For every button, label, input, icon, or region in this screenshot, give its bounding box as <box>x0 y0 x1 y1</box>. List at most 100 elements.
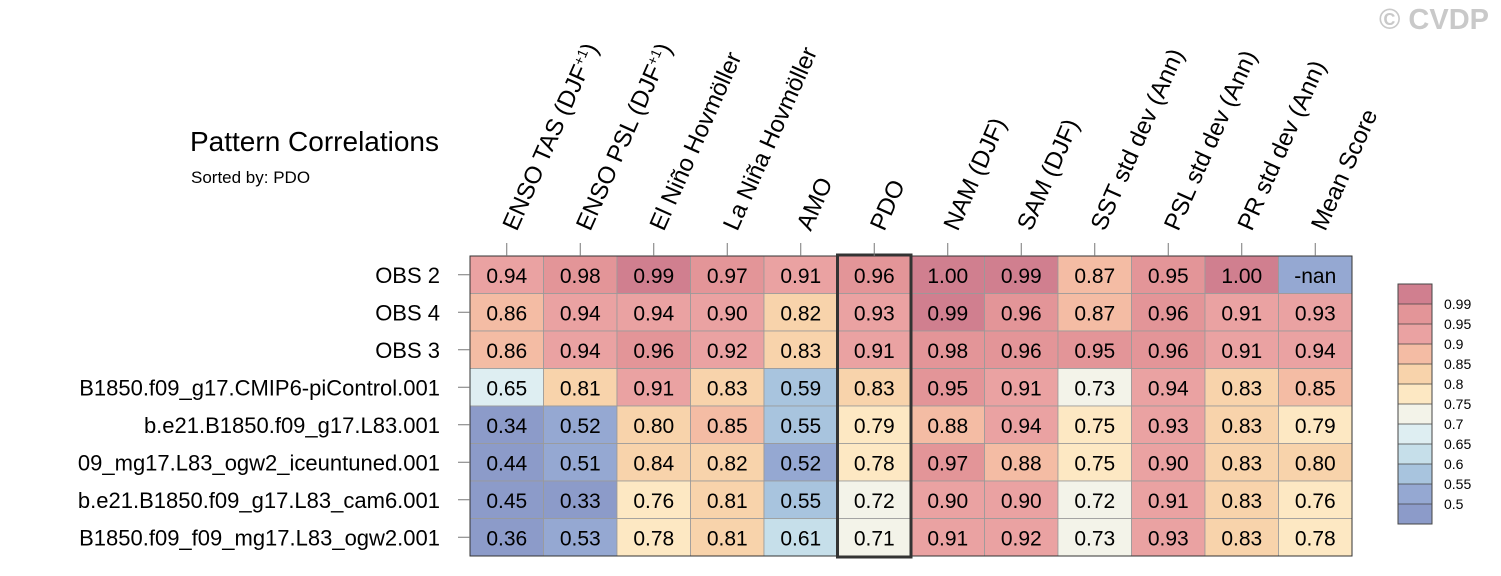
heatmap-cell <box>837 293 912 332</box>
heatmap-cell <box>1278 330 1353 369</box>
colorbar-label: 0.7 <box>1444 416 1464 432</box>
cell-value-label: 0.91 <box>633 377 674 400</box>
heatmap-cell <box>984 255 1059 294</box>
cell-value-label: 0.91 <box>1221 302 1262 325</box>
cell-value-label: 0.79 <box>1295 415 1336 438</box>
cell-value-label: 0.78 <box>1295 527 1336 550</box>
cell-value-label: 0.91 <box>780 265 821 288</box>
heatmap-cell <box>763 368 838 407</box>
row-label: OBS 4 <box>375 300 440 325</box>
colorbar-label: 0.8 <box>1444 376 1464 392</box>
row-label: b.e21.B1850.f09_g17.L83.001 <box>144 413 440 438</box>
cell-value-label: 0.78 <box>633 527 674 550</box>
heatmap-cell <box>616 368 691 407</box>
heatmap-cell <box>469 330 544 369</box>
cell-value-label: 0.87 <box>1074 265 1115 288</box>
heatmap-cell <box>910 293 985 332</box>
row-label: OBS 2 <box>375 263 440 288</box>
heatmap-cell <box>543 480 618 519</box>
heatmap-cell <box>910 368 985 407</box>
colorbar-swatch <box>1398 324 1432 344</box>
cell-value-label: 0.71 <box>854 527 895 550</box>
heatmap-cell <box>1057 330 1132 369</box>
cell-value-label: 0.45 <box>486 490 527 513</box>
cell-value-label: 0.95 <box>1148 265 1189 288</box>
row-label: 09_mg17.L83_ogw2_iceuntuned.001 <box>78 450 440 475</box>
column-label: AMO <box>792 174 839 235</box>
cell-value-label: 0.99 <box>633 265 674 288</box>
cell-value-label: 0.96 <box>1148 340 1189 363</box>
cell-value-label: 1.00 <box>927 265 968 288</box>
heatmap-cell <box>1131 480 1206 519</box>
cell-value-label: 0.83 <box>1221 452 1262 475</box>
cell-value-label: 0.79 <box>854 415 895 438</box>
heatmap-cell <box>690 518 765 557</box>
colorbar-swatch <box>1398 364 1432 384</box>
cell-value-label: 0.93 <box>854 302 895 325</box>
cell-value-label: 0.83 <box>1221 415 1262 438</box>
heatmap-cell <box>837 443 912 482</box>
heatmap-cell <box>1278 405 1353 444</box>
cell-value-label: 0.61 <box>780 527 821 550</box>
colorbar-swatch <box>1398 304 1432 324</box>
cell-value-label: 0.75 <box>1074 415 1115 438</box>
colorbar-label: 0.99 <box>1444 296 1471 312</box>
cell-value-label: 0.83 <box>854 377 895 400</box>
cell-value-label: 0.85 <box>1295 377 1336 400</box>
colorbar-label: 0.65 <box>1444 436 1471 452</box>
cell-value-label: 0.96 <box>1001 340 1042 363</box>
heatmap-cell <box>1204 480 1279 519</box>
cell-value-label: 0.96 <box>1148 302 1189 325</box>
chart-title: Pattern Correlations <box>190 126 440 157</box>
heatmap-cell <box>763 443 838 482</box>
heatmap-cell <box>690 405 765 444</box>
cell-value-label: 0.75 <box>1074 452 1115 475</box>
cell-value-label: 0.95 <box>927 377 968 400</box>
cell-value-label: 0.94 <box>1295 340 1336 363</box>
cell-value-label: 0.53 <box>560 527 601 550</box>
cell-value-label: 0.91 <box>854 340 895 363</box>
cell-value-label: 0.94 <box>1148 377 1189 400</box>
heatmap-cell <box>1057 518 1132 557</box>
colorbar-swatch <box>1398 484 1432 504</box>
cell-value-label: 0.52 <box>560 415 601 438</box>
cell-value-label: 0.90 <box>1001 490 1042 513</box>
cell-value-label: 0.34 <box>486 415 527 438</box>
cell-value-label: 0.72 <box>854 490 895 513</box>
heatmap-cell <box>543 443 618 482</box>
cell-value-label: 0.80 <box>1295 452 1336 475</box>
cell-value-label: 0.80 <box>633 415 674 438</box>
cell-value-label: 0.97 <box>707 265 748 288</box>
heatmap-cell <box>1204 368 1279 407</box>
colorbar-swatch <box>1398 424 1432 444</box>
heatmap-cell <box>1131 518 1206 557</box>
heatmap-cell <box>1057 443 1132 482</box>
colorbar-label: 0.85 <box>1444 356 1471 372</box>
heatmap-cell <box>984 405 1059 444</box>
cell-value-label: 0.81 <box>707 527 748 550</box>
cell-value-label: 0.82 <box>707 452 748 475</box>
heatmap-cell <box>690 330 765 369</box>
heatmap-cell <box>690 443 765 482</box>
cell-value-label: 0.98 <box>927 340 968 363</box>
colorbar-label: 0.6 <box>1444 456 1464 472</box>
cell-value-label: 0.91 <box>1221 340 1262 363</box>
column-label: SAM (DJF) <box>1012 115 1085 234</box>
colorbar-swatch <box>1398 344 1432 364</box>
heatmap-cell <box>1131 405 1206 444</box>
cell-value-label: 0.33 <box>560 490 601 513</box>
cell-value-label: 0.93 <box>1148 527 1189 550</box>
cell-value-label: 0.83 <box>707 377 748 400</box>
row-label: B1850.f09_g17.CMIP6-piControl.001 <box>79 375 440 400</box>
cell-value-label: 0.94 <box>1001 415 1042 438</box>
cell-value-label: 0.44 <box>486 452 527 475</box>
cell-value-label: 0.90 <box>927 490 968 513</box>
cell-value-label: 0.90 <box>1148 452 1189 475</box>
heatmap-cell <box>469 293 544 332</box>
colorbar-swatch <box>1398 444 1432 464</box>
heatmap-cell <box>1057 293 1132 332</box>
cell-value-label: 0.85 <box>707 415 748 438</box>
cell-value-label: 0.88 <box>927 415 968 438</box>
cell-value-label: 0.84 <box>633 452 674 475</box>
